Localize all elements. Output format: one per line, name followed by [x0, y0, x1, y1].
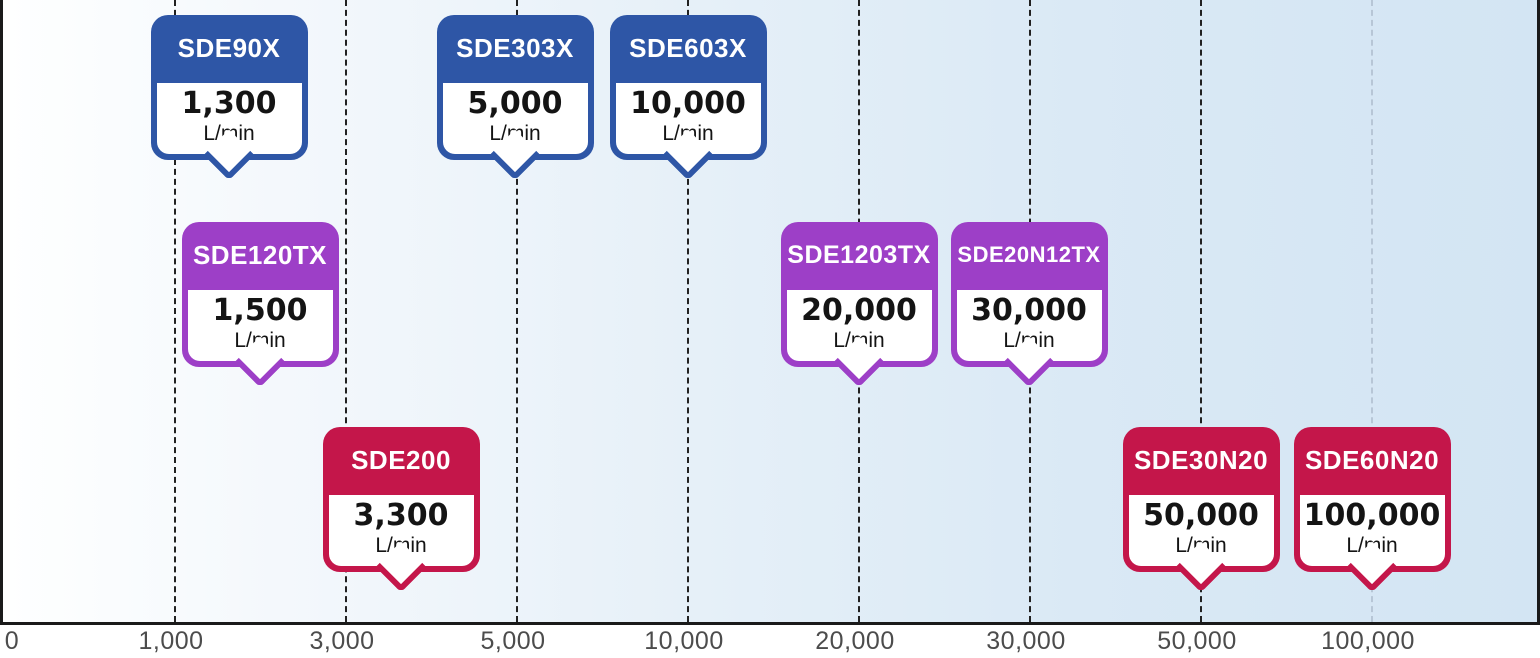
product-model-label: SDE30N20	[1133, 445, 1269, 475]
x-axis: 0 1,000 3,000 5,000 10,000 20,000 30,000 50,000…	[0, 625, 1540, 658]
product-badge-sde1203tx: SDE1203TX 20,000L/min	[780, 222, 938, 388]
flow-value: 5,000	[467, 86, 563, 121]
product-model-label: SDE120TX	[192, 240, 328, 270]
gridline-50000	[1200, 0, 1202, 622]
product-model-label: SDE90X	[177, 33, 281, 63]
flow-value: 1,300	[181, 86, 277, 121]
flow-value: 100,000	[1303, 498, 1441, 533]
gridline-5000	[516, 0, 518, 622]
x-tick-label: 10,000	[644, 627, 724, 655]
product-model-label: SDE20N12TX	[957, 242, 1101, 267]
gridline-1000	[174, 0, 176, 622]
x-tick-label: 0	[4, 627, 20, 655]
x-tick-label: 1,000	[138, 627, 204, 655]
x-tick-label: 20,000	[815, 627, 895, 655]
flow-value: 3,300	[353, 498, 449, 533]
flow-value: 30,000	[971, 293, 1087, 328]
x-tick-label: 3,000	[309, 627, 375, 655]
product-badge-sde603x: SDE603X 10,000L/min	[609, 15, 767, 181]
product-model-label: SDE60N20	[1304, 445, 1440, 475]
plot-area: SDE90X1,300L/minSDE303X5,000L/minSDE603X…	[0, 0, 1540, 625]
flow-callout: 10,000L/min	[615, 83, 761, 154]
flow-value: 20,000	[801, 293, 917, 328]
x-tick-label: 50,000	[1157, 627, 1237, 655]
x-tick-label: 5,000	[480, 627, 546, 655]
gridline-100000	[1371, 0, 1373, 622]
gridline-3000	[345, 0, 347, 622]
product-model-label: SDE200	[351, 445, 451, 475]
product-model-label: SDE303X	[456, 33, 574, 63]
flow-value: 10,000	[630, 86, 746, 121]
gridline-10000	[687, 0, 689, 622]
x-tick-label: 30,000	[986, 627, 1066, 655]
flow-callout: 20,000L/min	[786, 290, 932, 361]
product-model-label: SDE1203TX	[787, 241, 931, 269]
product-model-label: SDE603X	[629, 33, 747, 63]
flow-value: 50,000	[1143, 498, 1259, 533]
flow-value: 1,500	[212, 293, 308, 328]
x-tick-label: 100,000	[1321, 627, 1415, 655]
